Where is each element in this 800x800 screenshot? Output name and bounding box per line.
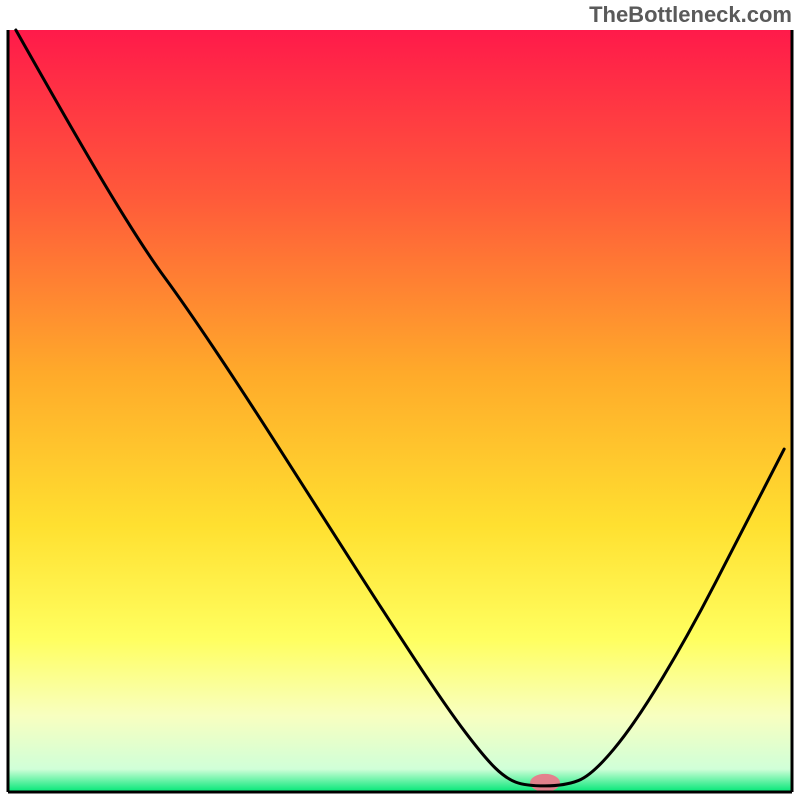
bottleneck-chart <box>0 0 800 800</box>
chart-container: TheBottleneck.com <box>0 0 800 800</box>
optimal-marker <box>530 774 560 792</box>
chart-background <box>8 30 792 792</box>
attribution-text: TheBottleneck.com <box>589 2 792 28</box>
